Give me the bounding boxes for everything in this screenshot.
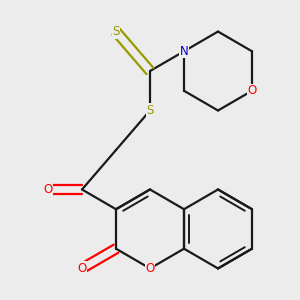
- Text: S: S: [146, 104, 154, 117]
- Text: S: S: [112, 25, 120, 38]
- Text: N: N: [180, 45, 188, 58]
- Text: O: O: [146, 262, 154, 275]
- Text: O: O: [248, 84, 256, 97]
- Text: O: O: [77, 262, 87, 275]
- Text: O: O: [44, 183, 52, 196]
